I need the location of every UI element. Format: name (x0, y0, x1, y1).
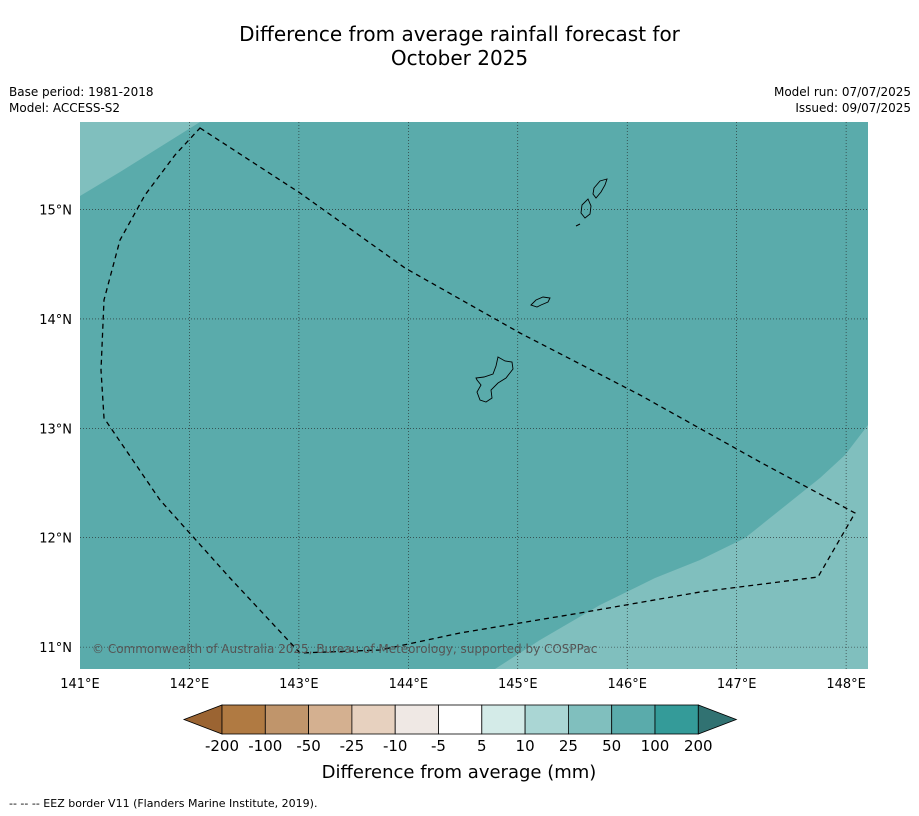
colorbar-tick-label: -25 (340, 737, 365, 755)
colorbar-extend-high (697, 704, 738, 735)
gridlines (80, 122, 868, 669)
colorbar-tick-label: -50 (296, 737, 321, 755)
lon-tick-label: 141°E (60, 677, 100, 692)
lon-tick-label: 145°E (498, 677, 538, 692)
colorbar-tick-label: 50 (602, 737, 621, 755)
lat-tick-labels: 11°N 12°N 13°N 14°N 15°N (39, 204, 72, 657)
eez-border (100, 127, 856, 654)
eez-legend-note: -- -- -- EEZ border V11 (Flanders Marine… (9, 797, 318, 810)
colorbar-cell (568, 704, 613, 735)
colorbar-cell (611, 704, 656, 735)
colorbar-labels: -200 -100 -50 -25 -10 -5 5 10 25 50 100 200 (205, 737, 713, 755)
title-line-2: October 2025 (390, 46, 529, 70)
colorbar-tick-label: -10 (383, 737, 408, 755)
lon-tick-label: 147°E (717, 677, 757, 692)
lon-tick-labels: 141°E 142°E 143°E 144°E 145°E 146°E 147°E 148°E (60, 677, 866, 692)
colorbar-tick-label: 100 (641, 737, 670, 755)
lat-tick-label: 12°N (39, 532, 72, 547)
colorbar-cell (481, 704, 526, 735)
colorbar: -200 -100 -50 -25 -10 -5 5 10 25 50 100 200 Differe… (182, 704, 738, 783)
lon-tick-label: 146°E (607, 677, 647, 692)
colorbar-cell (438, 704, 483, 735)
issued-date: Issued: 09/07/2025 (795, 101, 911, 115)
colorbar-tick-label: -200 (205, 737, 239, 755)
colorbar-cells (182, 704, 738, 735)
saipan-island (592, 178, 608, 199)
base-period: Base period: 1981-2018 (9, 85, 154, 99)
rainfall-25-50-region-southeast (495, 425, 868, 669)
colorbar-cell (524, 704, 569, 735)
colorbar-tick-label: 200 (684, 737, 713, 755)
map-title: Difference from average rainfall forecas… (0, 22, 919, 70)
colorbar-tick-label: 10 (516, 737, 535, 755)
lat-tick-label: 14°N (39, 313, 72, 328)
colorbar-tick-label: 5 (477, 737, 487, 755)
lon-tick-label: 148°E (826, 677, 866, 692)
colorbar-cell (394, 704, 439, 735)
lat-tick-label: 11°N (39, 641, 72, 656)
meta-left: Base period: 1981-2018 Model: ACCESS-S2 (9, 84, 154, 116)
colorbar-cell (264, 704, 309, 735)
model-run: Model run: 07/07/2025 (773, 85, 911, 99)
guam-island (475, 356, 514, 403)
copyright-notice: © Commonwealth of Australia 2025, Bureau… (92, 642, 597, 656)
colorbar-title: Difference from average (mm) (322, 762, 597, 783)
lon-tick-label: 144°E (389, 677, 429, 692)
colorbar-cell (351, 704, 396, 735)
map-panel: © Commonwealth of Australia 2025, Bureau… (80, 122, 868, 669)
title-line-1: Difference from average rainfall forecas… (239, 22, 680, 46)
lon-tick-label: 142°E (170, 677, 210, 692)
colorbar-cell (308, 704, 353, 735)
tinian-island (580, 198, 592, 219)
lon-tick-label: 143°E (279, 677, 319, 692)
colorbar-tick-label: -5 (431, 737, 446, 755)
rota-island (530, 296, 551, 308)
rainfall-25-50-region-northwest (80, 122, 200, 196)
aguijan-island (575, 223, 581, 227)
meta-right: Model run: 07/07/2025 Issued: 09/07/2025 (774, 84, 911, 116)
colorbar-cell (221, 704, 266, 735)
islands (475, 178, 608, 403)
map-figure: © Commonwealth of Australia 2025, Bureau… (39, 122, 868, 783)
model-name: Model: ACCESS-S2 (9, 101, 121, 115)
colorbar-tick-label: -100 (248, 737, 282, 755)
lat-tick-label: 15°N (39, 204, 72, 219)
colorbar-tick-label: 25 (559, 737, 578, 755)
colorbar-cell (654, 704, 699, 735)
colorbar-extend-low (182, 704, 223, 735)
lat-tick-label: 13°N (39, 422, 72, 437)
